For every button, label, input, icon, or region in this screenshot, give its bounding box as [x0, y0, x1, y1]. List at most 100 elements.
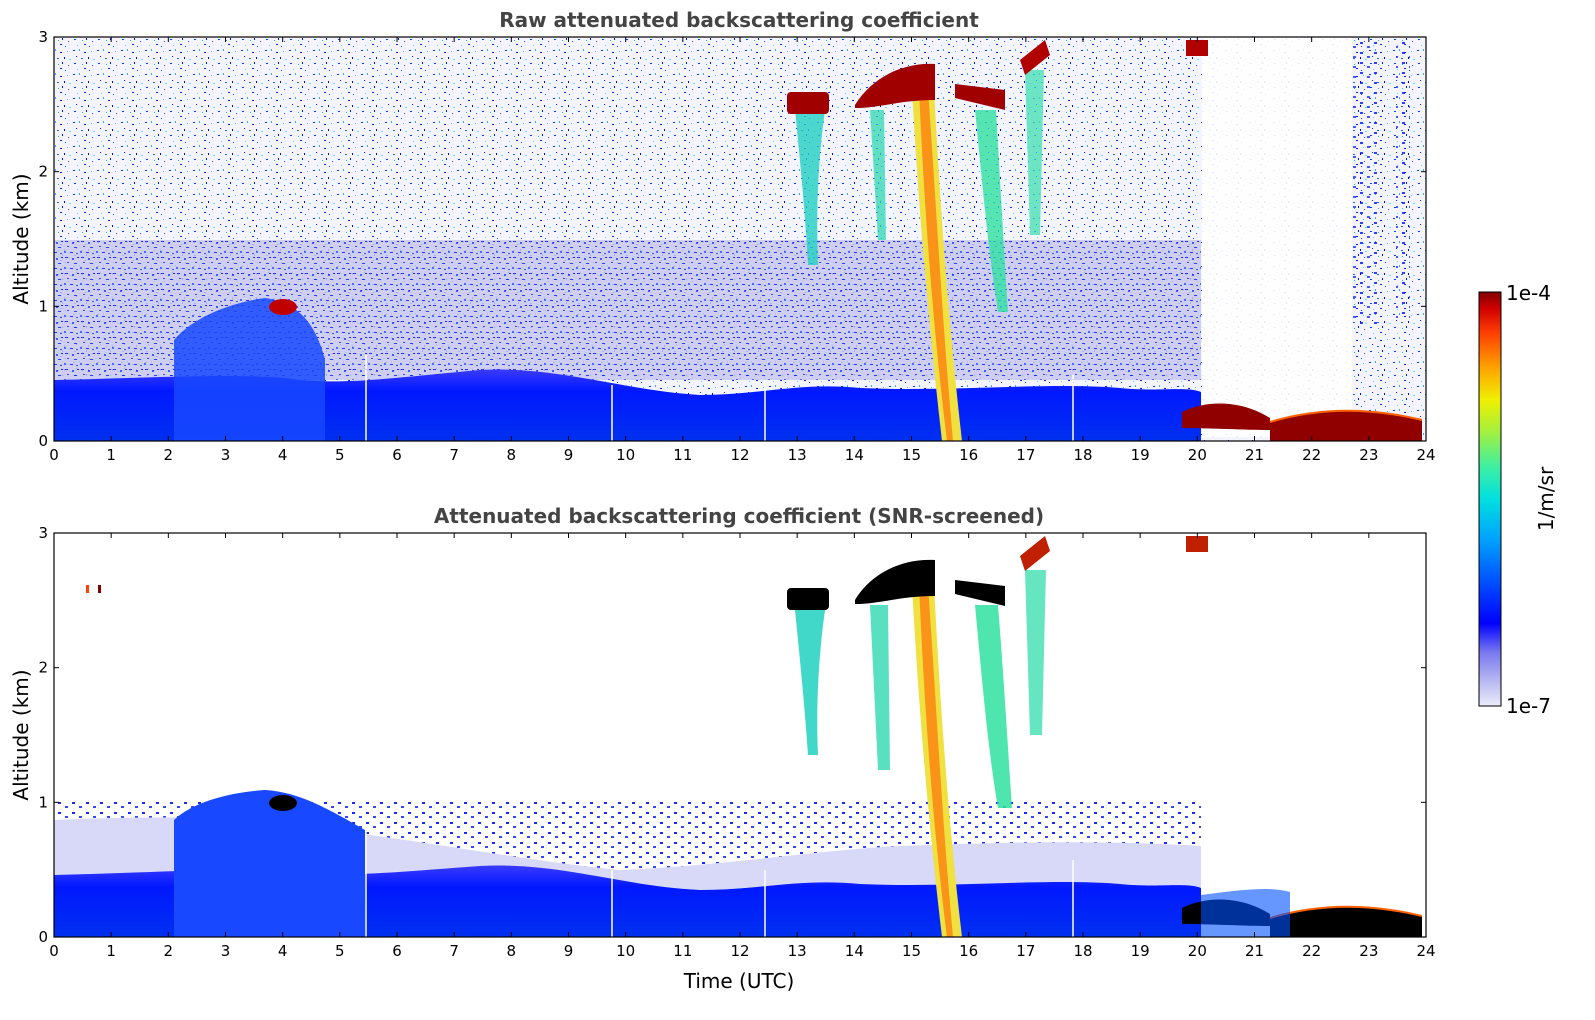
- panel2-x-tick-label: 4: [278, 942, 288, 960]
- panel2-cloud-4h: [269, 795, 297, 811]
- panel2-x-tick-label: 5: [335, 942, 345, 960]
- panel1-cloud-top-17h: [1020, 40, 1050, 75]
- panel1-x-tick-label: 4: [278, 446, 288, 464]
- panel2-y-tick-label: 1: [38, 793, 48, 811]
- panel2-x-tick-label: 2: [164, 942, 174, 960]
- panel2-x-tick-label: 15: [902, 942, 921, 960]
- panel2-x-tick-label: 20: [1188, 942, 1207, 960]
- panel2-virga-17h: [1025, 570, 1046, 735]
- panel1-virga-17h: [1025, 70, 1044, 235]
- panel2-cloud-top-17h: [1020, 536, 1050, 571]
- panel1-stripe-23h: [1353, 40, 1381, 325]
- panel2-precip-core: [919, 585, 953, 937]
- panel1-x-tick-label: 9: [564, 446, 574, 464]
- panel2-cloud-top-20h: [1186, 536, 1208, 552]
- panel2-virga-16h: [975, 605, 1012, 808]
- panel1-x-tick-label: 21: [1245, 446, 1264, 464]
- colorbar-gradient: [1478, 291, 1502, 707]
- panel1-x-tick-label: 12: [730, 446, 749, 464]
- panel1-x-tick-label: 14: [845, 446, 864, 464]
- panel1-x-tick-label: 8: [507, 446, 517, 464]
- panel1-title: Raw attenuated backscattering coefficien…: [499, 8, 979, 32]
- panel2-x-tick-label: 18: [1073, 942, 1092, 960]
- panel2-y-ticks: 0 1 2 3: [38, 524, 1426, 946]
- colorbar-max-label: 1e-4: [1506, 281, 1551, 305]
- panel1-y-ticks: 0 1 2 3: [38, 28, 1426, 450]
- panel1-plot-area: [53, 36, 1427, 442]
- panel1-y-axis-label: Altitude (km): [9, 173, 33, 304]
- panel1-cloud-top-13h: [787, 92, 829, 114]
- panel2-x-tick-label: 19: [1131, 942, 1150, 960]
- panel1-x-tick-label: 24: [1416, 446, 1435, 464]
- panel1-x-tick-label: 10: [616, 446, 635, 464]
- panel1-clear-gap: [1202, 37, 1352, 437]
- panel2-cloud-top-16h: [955, 580, 1005, 606]
- panel2-aerosol-hump: [174, 790, 365, 937]
- panel2-title: Attenuated backscattering coefficient (S…: [434, 504, 1044, 528]
- panel1-x-tick-label: 13: [788, 446, 807, 464]
- colorbar: 1e-4 1e-7 1/m/sr: [1478, 281, 1558, 718]
- panel1-y-tick-label: 1: [38, 297, 48, 315]
- panel1-x-tick-label: 11: [673, 446, 692, 464]
- panel2-low-cloud-22h: [1270, 906, 1422, 937]
- panel1-low-cloud-edge: [1269, 409, 1423, 423]
- panel2-x-tick-label: 22: [1302, 942, 1321, 960]
- panel2-y-tick-label: 2: [38, 659, 48, 677]
- panel2-x-tick-label: 13: [788, 942, 807, 960]
- panel2-x-tick-label: 17: [1016, 942, 1035, 960]
- panel2-x-tick-label: 23: [1359, 942, 1378, 960]
- panel1-y-tick-label: 0: [38, 432, 48, 450]
- panel2-x-tick-label: 11: [673, 942, 692, 960]
- panel1-x-tick-label: 22: [1302, 446, 1321, 464]
- panel2-y-tick-label: 3: [38, 524, 48, 542]
- panel2-x-tick-label: 7: [449, 942, 459, 960]
- panel1-x-tick-label: 23: [1359, 446, 1378, 464]
- panel1-x-tick-label: 2: [164, 446, 174, 464]
- panel1-x-tick-label: 5: [335, 446, 345, 464]
- panel1-y-tick-label: 2: [38, 163, 48, 181]
- panel2-x-tick-label: 0: [49, 942, 59, 960]
- panel1-x-tick-label: 0: [49, 446, 59, 464]
- panel2-x-tick-label: 8: [507, 942, 517, 960]
- panel1-x-tick-label: 3: [221, 446, 231, 464]
- panel2-cloud-dot-1h-b: [98, 585, 101, 593]
- panel2-x-tick-label: 12: [730, 942, 749, 960]
- panel2-plot-area: [53, 532, 1427, 938]
- panel2-x-tick-label: 6: [392, 942, 402, 960]
- panel1-virga-14h: [870, 110, 886, 240]
- panel1-cloud-top-16h: [955, 84, 1005, 110]
- panel1-cloud-top-20h: [1186, 40, 1208, 56]
- colorbar-steps: [1479, 292, 1501, 707]
- panel2-low-blue-22h: [1201, 888, 1290, 937]
- panel2-cloud-top-13h: [787, 588, 829, 610]
- panel1-x-tick-label: 6: [392, 446, 402, 464]
- panel2-y-axis-label: Altitude (km): [9, 669, 33, 800]
- panel1-virga-13h: [795, 110, 825, 265]
- panel1-virga-16h: [975, 110, 1008, 312]
- panel2-x-tick-label: 24: [1416, 942, 1435, 960]
- panel2-x-tick-label: 21: [1245, 942, 1264, 960]
- panel1-precip-core: [919, 90, 953, 441]
- panel2-y-tick-label: 0: [38, 928, 48, 946]
- panel1-boundary-layer: [54, 369, 1201, 441]
- panel1-x-tick-label: 15: [902, 446, 921, 464]
- panel1-aerosol-hump: [174, 298, 325, 441]
- x-axis-label: Time (UTC): [683, 969, 795, 993]
- panel2-x-ticks: 0 1 2 3 4 5 6 7 8 9 10 11 12 13 14 15 16 17 18 19 20 21 22 23 24: [49, 533, 1436, 960]
- panel1-x-tick-label: 19: [1131, 446, 1150, 464]
- panel1-y-tick-label: 3: [38, 28, 48, 46]
- panel1-cloud-top-14h: [855, 63, 935, 108]
- colorbar-unit-label: 1/m/sr: [1534, 466, 1558, 531]
- colorbar-min-label: 1e-7: [1506, 694, 1551, 718]
- panel2-virga-14h: [870, 605, 890, 770]
- panel1-x-tick-label: 16: [959, 446, 978, 464]
- panel2-virga-13h: [795, 610, 825, 755]
- panel1-x-tick-label: 7: [449, 446, 459, 464]
- panel1-x-tick-label: 17: [1016, 446, 1035, 464]
- panel1-low-cloud-22h: [1270, 410, 1422, 441]
- panel2-x-tick-label: 16: [959, 942, 978, 960]
- panel2-x-tick-label: 9: [564, 942, 574, 960]
- panel1-stripe-23h-b: [1396, 40, 1410, 320]
- panel1-cloud-4h: [269, 299, 297, 315]
